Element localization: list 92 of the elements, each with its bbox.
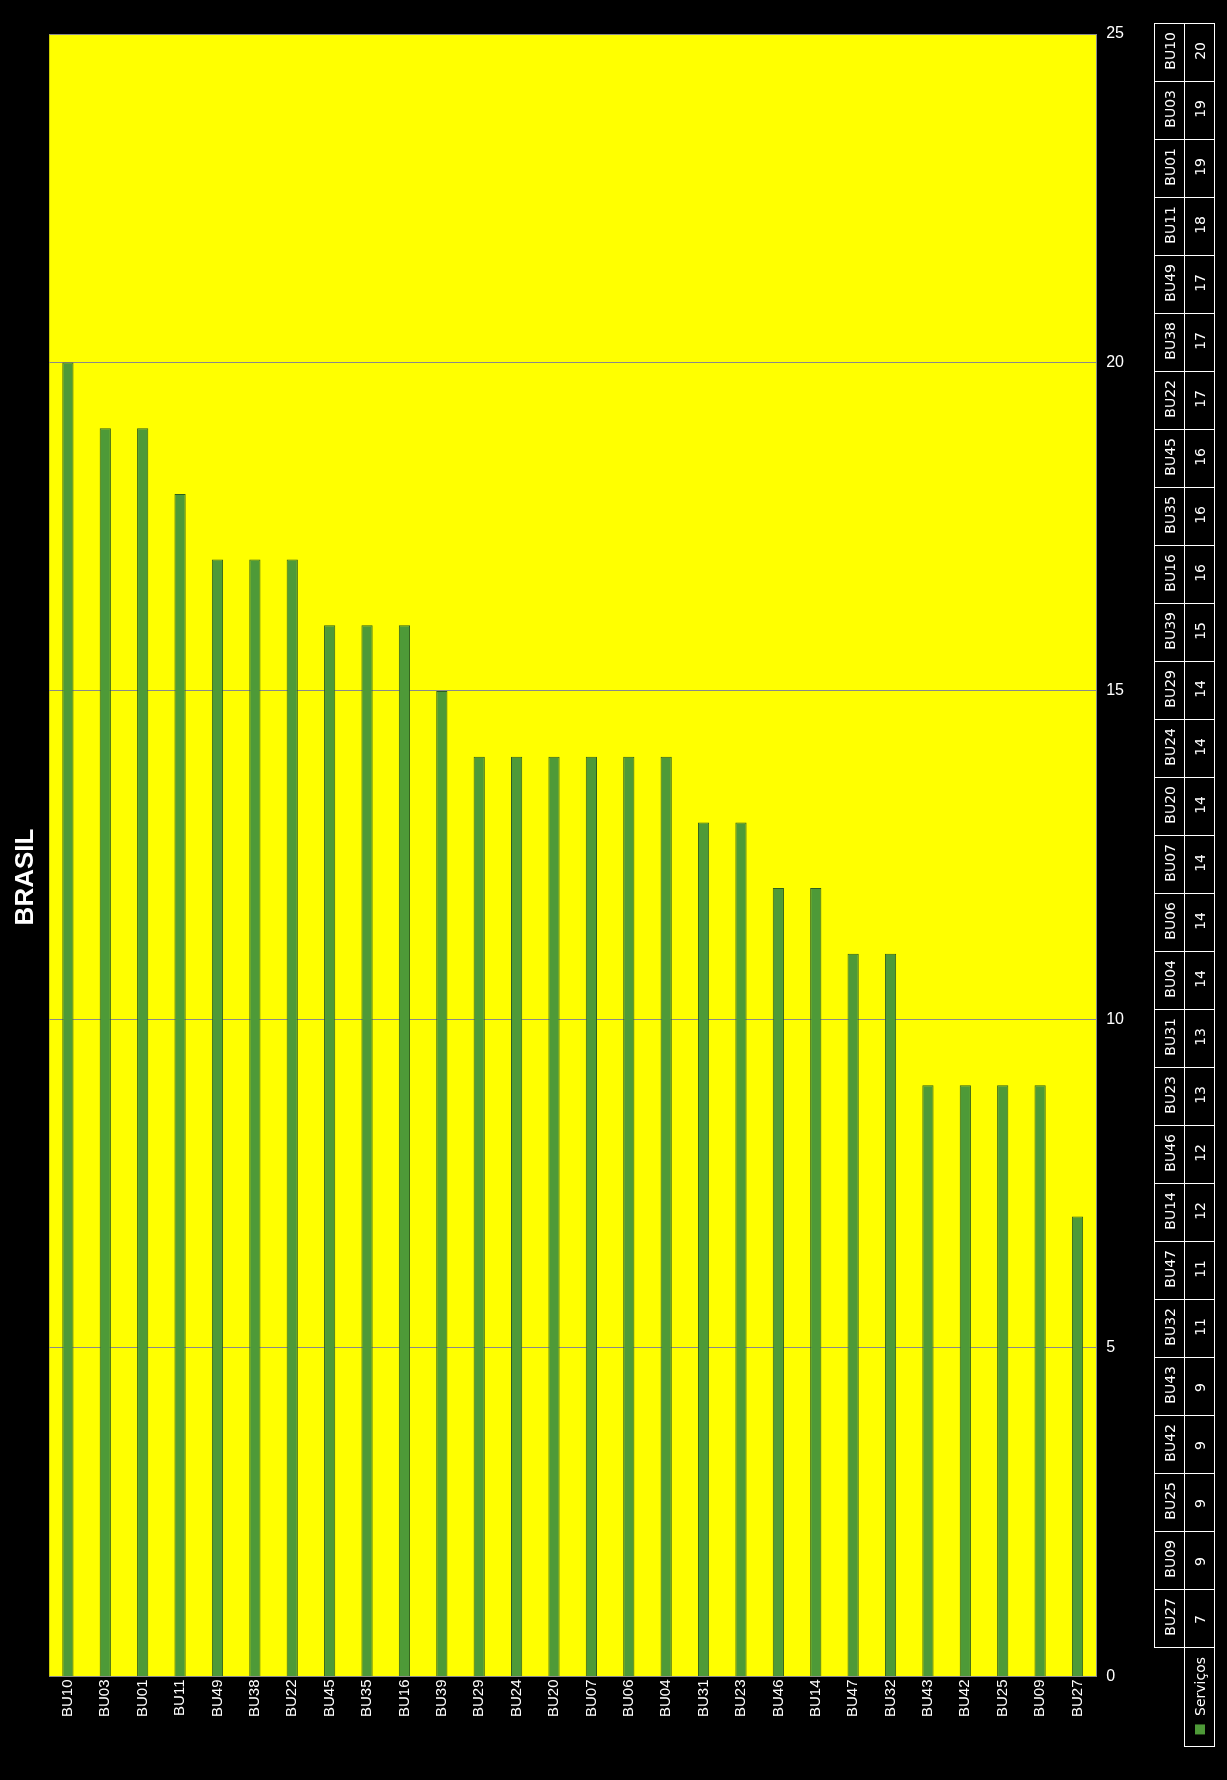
category-label: BU31 (1161, 1018, 1178, 1056)
category-label: BU47 (1161, 1250, 1178, 1288)
x-tick-label: BU47 (843, 1679, 861, 1718)
text: 11 (1191, 1318, 1208, 1336)
category-label: BU23 (1161, 1076, 1178, 1114)
x-tick-label: BU20 (544, 1679, 562, 1718)
x-tick-label: BU35 (357, 1679, 375, 1718)
category-label: BU45 (1161, 438, 1178, 476)
text: 20 (1191, 42, 1208, 60)
category-label: BU14 (1161, 1192, 1178, 1230)
x-tick-label: BU22 (282, 1679, 300, 1718)
category-label: BU38 (1161, 322, 1178, 360)
text: 14 (1191, 970, 1208, 988)
text: 17 (1191, 390, 1208, 408)
text: 9 (1191, 1556, 1208, 1566)
category-label: BU42 (1161, 1424, 1178, 1462)
x-tick-label: BU16 (394, 1679, 412, 1718)
text: 14 (1191, 738, 1208, 756)
text: Serviços (1191, 1656, 1208, 1718)
x-tick-label: BU31 (693, 1679, 711, 1718)
text: 9 (1191, 1498, 1208, 1508)
text: 14 (1191, 912, 1208, 930)
text: 16 (1191, 506, 1208, 524)
x-tick-label: BU42 (955, 1679, 973, 1718)
category-label: BU11 (1161, 206, 1178, 244)
category-label: BU49 (1161, 264, 1178, 302)
x-tick-label: BU29 (469, 1679, 487, 1718)
x-tick-label: BU43 (918, 1679, 936, 1718)
category-label: BU03 (1161, 90, 1178, 128)
category-label: BU27 (1161, 1598, 1178, 1636)
category-label: BU22 (1161, 380, 1178, 418)
category-label: BU35 (1161, 496, 1178, 534)
text: 18 (1191, 216, 1208, 234)
x-tick-label: BU07 (581, 1679, 599, 1718)
x-tick-label: BU11 (170, 1679, 188, 1716)
x-tick-label: BU06 (618, 1679, 636, 1718)
x-tick-label: BU04 (656, 1679, 674, 1718)
text: 13 (1191, 1028, 1208, 1046)
text: 9 (1191, 1382, 1208, 1392)
category-label: BU07 (1161, 844, 1178, 882)
x-tick-label: BU01 (132, 1679, 150, 1718)
category-label: BU20 (1161, 786, 1178, 824)
category-label: BU06 (1161, 902, 1178, 940)
y-tick-label: 25 (1106, 24, 1125, 42)
x-tick-label: BU24 (506, 1679, 524, 1718)
text: 14 (1191, 680, 1208, 698)
y-tick-label: 5 (1106, 1338, 1116, 1356)
x-tick-label: BU49 (207, 1679, 225, 1718)
x-tick-label: BU32 (880, 1679, 898, 1718)
category-label: BU43 (1161, 1366, 1178, 1404)
text: 16 (1191, 448, 1208, 466)
category-label: BU09 (1161, 1540, 1178, 1578)
text: 12 (1191, 1144, 1208, 1162)
x-tick-label: BU23 (731, 1679, 749, 1718)
x-tick-label: BU10 (58, 1679, 76, 1718)
text: 17 (1191, 274, 1208, 292)
category-label: BU46 (1161, 1134, 1178, 1172)
x-tick-label: BU27 (1067, 1679, 1085, 1718)
y-tick-label: 0 (1106, 1666, 1116, 1684)
category-label: BU16 (1161, 554, 1178, 592)
category-label: BU01 (1161, 148, 1178, 186)
category-label: BU32 (1161, 1308, 1178, 1346)
x-tick-label: BU39 (431, 1679, 449, 1718)
x-tick-label: BU38 (245, 1679, 262, 1718)
category-label: BU39 (1161, 612, 1178, 650)
x-tick-label: BU03 (95, 1679, 113, 1718)
category-label: BU24 (1161, 728, 1178, 766)
text: 17 (1191, 332, 1208, 350)
category-label: BU25 (1161, 1482, 1178, 1520)
text: 15 (1191, 622, 1208, 640)
text: 14 (1191, 854, 1208, 872)
y-tick-label: 20 (1106, 352, 1125, 370)
y-tick-label: 10 (1106, 1009, 1125, 1027)
text: BRASIL (8, 828, 39, 926)
y-tick-label: 15 (1106, 681, 1125, 699)
text: 7 (1191, 1614, 1208, 1624)
text: 9 (1191, 1440, 1208, 1450)
text: 16 (1191, 564, 1208, 582)
text: 19 (1191, 158, 1208, 176)
text: 11 (1191, 1260, 1208, 1278)
text: 19 (1191, 100, 1208, 118)
x-tick-label: BU45 (319, 1679, 337, 1718)
x-tick-label: BU09 (1030, 1679, 1048, 1718)
category-label: BU04 (1161, 960, 1178, 998)
text: 12 (1191, 1202, 1208, 1220)
category-label: BU10 (1161, 32, 1178, 70)
text: 13 (1191, 1086, 1208, 1104)
x-tick-label: BU14 (805, 1679, 823, 1718)
category-label: BU29 (1161, 670, 1178, 708)
x-tick-label: BU46 (768, 1679, 786, 1718)
text: 14 (1191, 796, 1208, 814)
x-tick-label: BU25 (992, 1679, 1010, 1718)
